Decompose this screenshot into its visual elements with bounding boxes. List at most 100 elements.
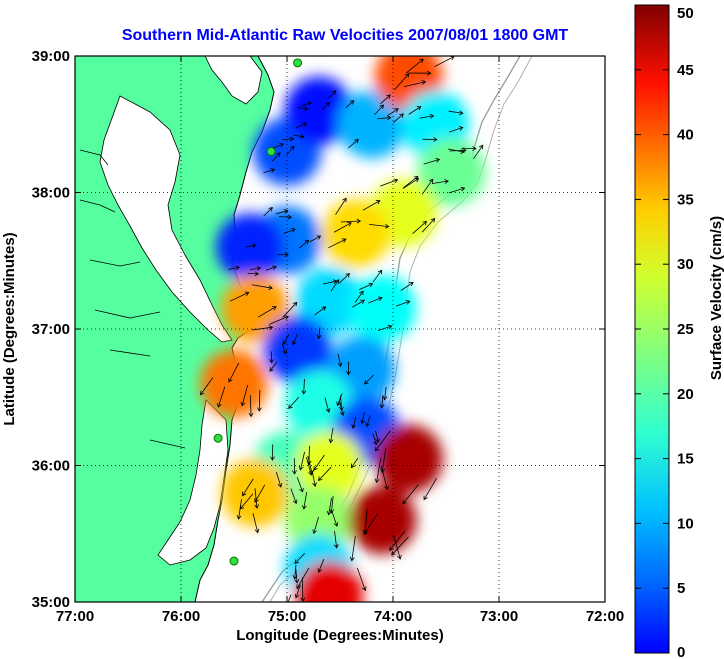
velocity-region xyxy=(295,267,364,336)
velocity-vector xyxy=(275,210,288,215)
velocity-region xyxy=(337,90,406,159)
velocity-vector xyxy=(272,143,284,149)
colorbar-tick-label: 35 xyxy=(677,191,694,208)
velocity-vector-head xyxy=(363,530,368,535)
velocity-vector xyxy=(200,377,214,396)
velocity-vector xyxy=(286,145,295,156)
velocity-vector-head xyxy=(375,200,381,205)
velocity-vector-head xyxy=(298,465,304,471)
velocity-vector xyxy=(389,530,406,551)
velocity-vector-head xyxy=(347,222,352,227)
velocity-vector-head xyxy=(472,146,477,151)
velocity-vector xyxy=(323,280,337,285)
velocity-vector-head xyxy=(433,137,438,142)
velocity-vector-head xyxy=(429,113,435,119)
velocity-vector-head xyxy=(377,296,383,301)
velocity-region xyxy=(221,274,290,343)
velocity-vector-head xyxy=(402,499,407,505)
velocity-vector xyxy=(247,272,259,275)
velocity-vector-head xyxy=(317,476,323,482)
velocity-vector xyxy=(282,302,298,318)
velocity-vector-head xyxy=(329,509,335,514)
velocity-vector-head xyxy=(284,252,289,258)
velocity-vector xyxy=(245,244,256,248)
x-tick-label: 72:00 xyxy=(586,608,624,625)
velocity-vector xyxy=(333,222,352,233)
velocity-vector-head xyxy=(244,291,250,296)
velocity-vector xyxy=(419,115,434,119)
velocity-vector-head xyxy=(368,282,374,288)
velocity-vector-head xyxy=(316,334,322,340)
velocity-vector-head xyxy=(460,186,466,192)
velocity-vector xyxy=(309,235,321,243)
velocity-vector xyxy=(295,568,298,583)
velocity-vector-head xyxy=(399,113,404,118)
velocity-vector-head xyxy=(444,179,449,184)
velocity-vector xyxy=(372,433,377,445)
velocity-vector-head xyxy=(379,104,385,110)
velocity-vector xyxy=(242,478,254,496)
delaware-bay xyxy=(204,56,263,105)
velocity-vector-head xyxy=(397,554,402,560)
colorbar-tick-label: 5 xyxy=(677,580,685,597)
velocity-vectors xyxy=(200,56,484,602)
velocity-vector-head xyxy=(254,504,260,509)
velocity-vector xyxy=(361,412,365,424)
velocity-vector xyxy=(254,488,258,509)
velocity-vector xyxy=(330,427,334,443)
velocity-vector-head xyxy=(277,483,283,488)
velocity-vector-head xyxy=(351,424,357,429)
colorbar-tick-label: 30 xyxy=(677,256,694,273)
velocity-vector-head xyxy=(283,209,289,214)
velocity-vector xyxy=(402,484,419,505)
velocity-vector-head xyxy=(216,403,222,408)
velocity-vector-head xyxy=(377,269,383,275)
velocity-vector xyxy=(335,198,347,215)
velocity-vector-head xyxy=(240,401,246,407)
plot-area xyxy=(74,55,606,603)
velocity-vector-head xyxy=(301,390,307,395)
velocity-vector xyxy=(384,386,387,400)
velocity-vector-head xyxy=(375,438,380,443)
velocity-vector xyxy=(431,180,449,185)
velocity-vector-head xyxy=(300,597,306,602)
velocity-vector xyxy=(314,306,326,316)
velocity-vector xyxy=(300,451,305,471)
velocity-vector xyxy=(372,270,383,283)
velocity-vector xyxy=(275,471,282,488)
velocity-vector-head xyxy=(384,485,389,491)
velocity-vector xyxy=(258,389,261,412)
velocity-vector xyxy=(328,238,347,249)
colorbar-tick-label: 50 xyxy=(677,5,694,22)
velocity-vector-head xyxy=(384,223,390,229)
y-tick-label: 39:00 xyxy=(32,48,70,65)
velocity-vector-head xyxy=(386,115,392,121)
velocity-vector-head xyxy=(272,265,277,271)
velocity-vector-head xyxy=(409,281,414,287)
y-axis-label: Latitude (Degrees:Minutes) xyxy=(1,232,18,425)
velocity-vector-head xyxy=(382,395,388,401)
velocity-vector xyxy=(283,334,290,345)
velocity-vector xyxy=(292,334,298,345)
velocity-vector xyxy=(263,207,273,217)
velocity-vector-head xyxy=(339,411,345,416)
velocity-vector-head xyxy=(339,406,344,412)
velocity-vector-head xyxy=(478,144,484,150)
velocity-vector xyxy=(238,499,242,519)
velocity-vector-head xyxy=(284,315,289,320)
velocity-vector xyxy=(449,149,466,152)
velocity-vector xyxy=(380,465,388,490)
velocity-vector xyxy=(340,395,343,411)
velocity-vector xyxy=(269,362,278,372)
velocity-vector xyxy=(254,484,266,503)
velocity-vector xyxy=(408,106,421,115)
velocity-vector-head xyxy=(300,133,305,139)
velocity-vector-head xyxy=(379,404,385,409)
velocity-vector xyxy=(337,353,342,367)
velocity-region xyxy=(284,76,353,145)
velocity-vector-head xyxy=(341,238,347,243)
y-tick-label: 35:00 xyxy=(32,594,70,611)
velocity-region xyxy=(321,199,390,268)
velocity-vector-head xyxy=(428,178,434,184)
velocity-vector xyxy=(395,300,410,307)
